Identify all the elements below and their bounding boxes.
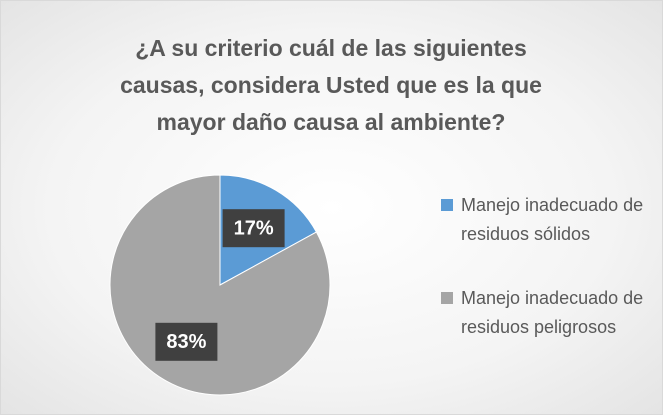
- legend-swatch: [441, 199, 453, 211]
- value-label-box: [155, 322, 218, 361]
- legend-swatch: [441, 292, 453, 304]
- legend-label: Manejo inadecuado de residuos sólidos: [461, 195, 644, 244]
- value-label: 17%: [234, 217, 274, 239]
- value-label: 83%: [166, 331, 206, 353]
- legend-label: Manejo inadecuado de residuos peligrosos: [461, 288, 644, 337]
- chart-title: ¿A su criterio cuál de las siguientes ca…: [120, 35, 542, 135]
- value-label-box: [222, 209, 285, 248]
